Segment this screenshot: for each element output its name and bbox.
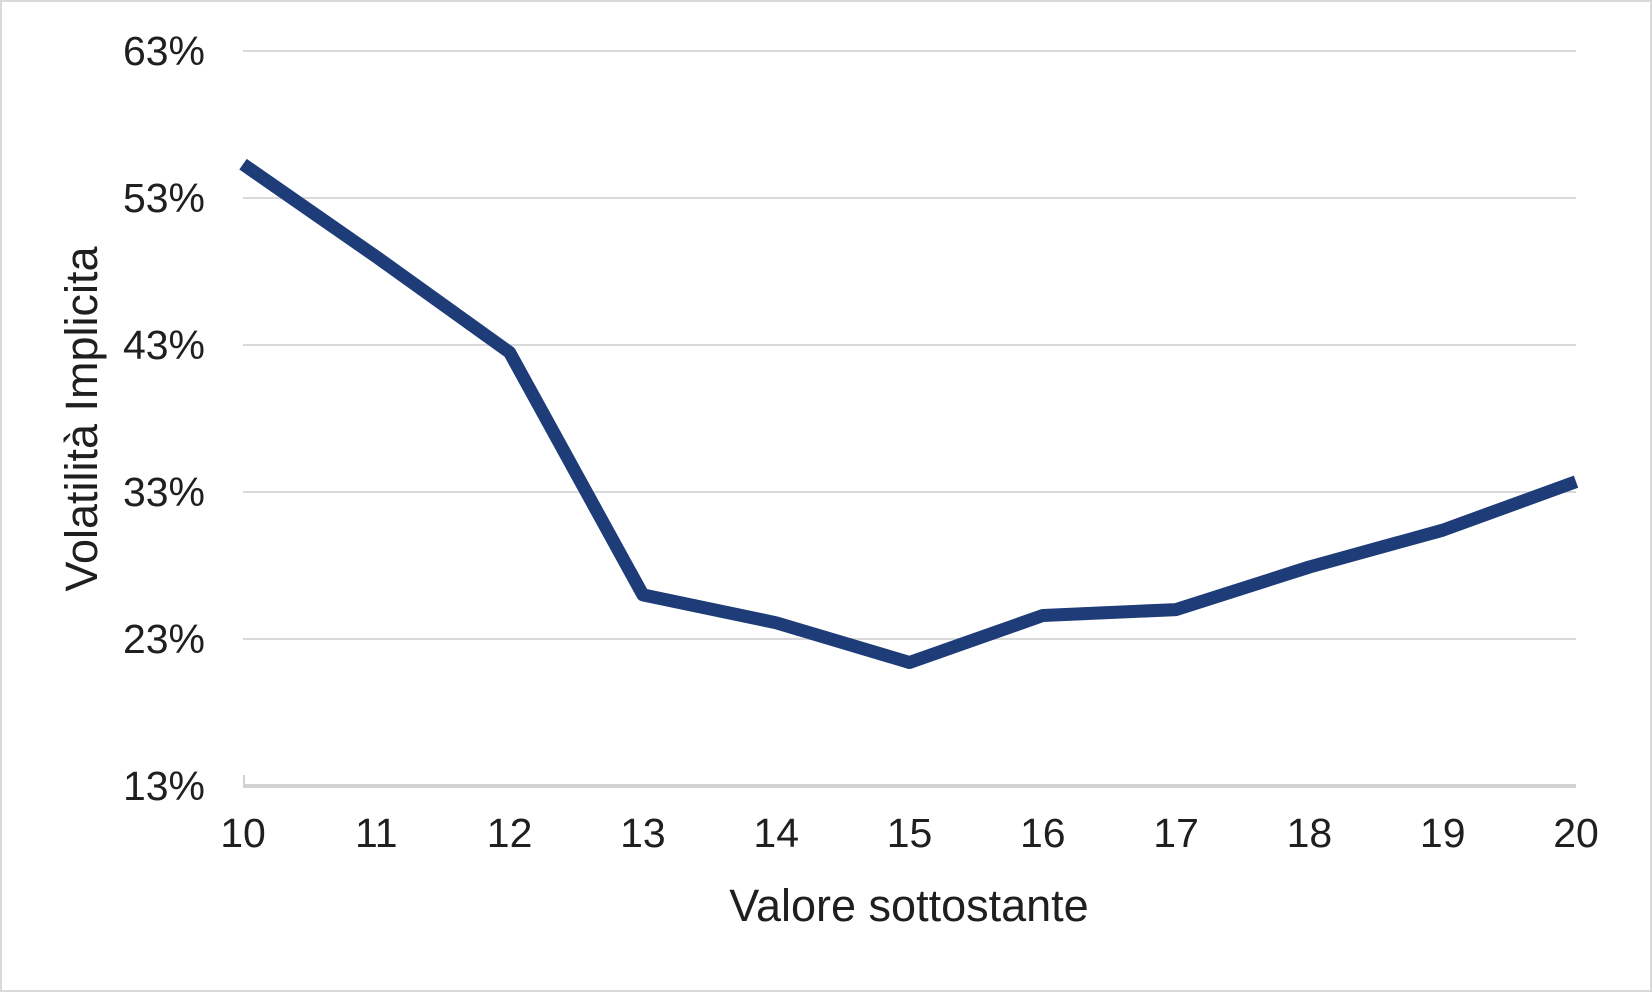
data-series bbox=[239, 158, 1579, 669]
y-tick-label: 63% bbox=[123, 28, 205, 74]
x-tick-label: 15 bbox=[887, 810, 933, 856]
y-axis-title: Volatilità Implicita bbox=[56, 245, 107, 591]
gridlines bbox=[243, 50, 1576, 788]
y-tick-label: 33% bbox=[123, 469, 205, 515]
x-tick-label: 17 bbox=[1153, 810, 1199, 856]
x-tick-label: 11 bbox=[355, 810, 398, 856]
x-tick-label: 10 bbox=[220, 810, 266, 856]
x-tick-label: 13 bbox=[620, 810, 666, 856]
y-tick-label: 43% bbox=[123, 322, 205, 368]
x-tick-label: 19 bbox=[1420, 810, 1466, 856]
y-tick-label: 23% bbox=[123, 616, 205, 662]
x-tick-label: 16 bbox=[1020, 810, 1066, 856]
x-tick-label: 18 bbox=[1287, 810, 1333, 856]
series-line-volatilita-implicita bbox=[239, 158, 1579, 669]
y-tick-label: 53% bbox=[123, 175, 205, 221]
y-axis-tick-labels: 13% 23% 33% 43% 53% 63% bbox=[123, 28, 205, 809]
x-tick-label: 12 bbox=[487, 810, 533, 856]
x-axis-title: Valore sottostante bbox=[729, 880, 1088, 931]
x-axis-tick-labels: 10 11 12 13 14 15 16 17 18 19 20 bbox=[220, 810, 1599, 856]
x-tick-label: 20 bbox=[1553, 810, 1599, 856]
y-tick-label: 13% bbox=[123, 763, 205, 809]
x-tick-label: 14 bbox=[753, 810, 799, 856]
